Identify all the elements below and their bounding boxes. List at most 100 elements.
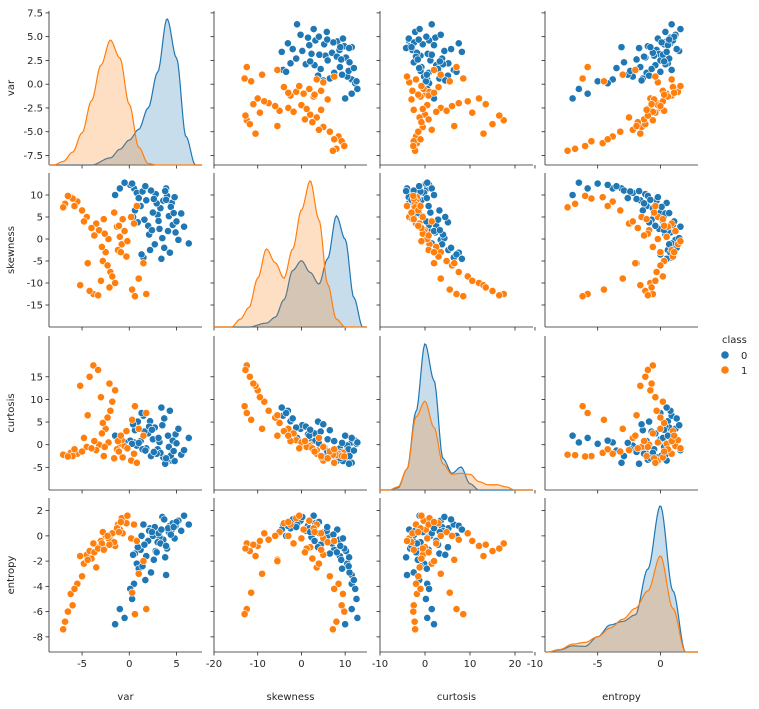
scatter-point-class-0 xyxy=(319,420,328,429)
y-tick-label: -7.5 xyxy=(23,151,43,162)
kde-line-class-0 xyxy=(380,343,533,491)
y-tick-label: 0 xyxy=(37,235,43,246)
x-axis-label-var: var xyxy=(117,692,134,703)
y-tick-label: -6 xyxy=(33,607,43,618)
scatter-point-class-1 xyxy=(495,544,504,553)
scatter-point-class-1 xyxy=(317,529,325,538)
scatter-point-class-1 xyxy=(255,108,264,117)
scatter-point-class-1 xyxy=(411,625,419,634)
scatter-point-class-1 xyxy=(436,70,445,79)
scatter-point-class-1 xyxy=(600,285,608,294)
scatter-point-class-1 xyxy=(616,206,625,215)
panel-entropy-vs-curtosis: -10 0 10 20 xyxy=(372,498,533,670)
scatter-point-class-0 xyxy=(169,209,178,217)
y-tick-label: -5 xyxy=(33,463,43,474)
scatter-point-class-1 xyxy=(273,66,282,74)
scatter-point-class-1 xyxy=(59,625,68,634)
scatter-point-class-1 xyxy=(118,453,127,462)
scatter-point-class-0 xyxy=(172,439,181,448)
scatter-point-class-1 xyxy=(123,444,132,453)
scatter-point-class-0 xyxy=(332,548,341,557)
scatter-point-class-0 xyxy=(148,226,156,235)
scatter-point-class-1 xyxy=(442,528,451,536)
scatter-point-class-1 xyxy=(108,397,117,406)
scatter-point-class-1 xyxy=(127,213,136,221)
scatter-point-class-1 xyxy=(651,276,660,285)
kde-line-class-1 xyxy=(545,555,698,653)
scatter-point-class-0 xyxy=(347,89,356,98)
scatter-point-class-1 xyxy=(448,102,456,110)
scatter-point-class-1 xyxy=(660,221,669,230)
scatter-point-class-1 xyxy=(328,625,337,634)
legend-marker-class-1 xyxy=(720,365,730,375)
scatter-point-class-0 xyxy=(170,457,179,465)
scatter-point-class-0 xyxy=(341,94,350,103)
scatter-point-class-0 xyxy=(447,243,455,252)
scatter-point-class-0 xyxy=(160,414,169,423)
scatter-point-class-1 xyxy=(616,127,625,136)
scatter-point-class-1 xyxy=(325,127,334,136)
scatter-point-class-1 xyxy=(430,248,438,257)
scatter-point-class-1 xyxy=(436,531,445,540)
scatter-point-class-1 xyxy=(116,431,125,440)
scatter-point-class-0 xyxy=(337,555,346,564)
scatter-point-class-0 xyxy=(283,39,292,48)
scatter-point-class-1 xyxy=(640,437,648,445)
scatter-point-class-1 xyxy=(132,458,141,467)
y-tick-label: -2.5 xyxy=(23,103,43,114)
scatter-point-class-0 xyxy=(427,50,436,59)
scatter-point-class-0 xyxy=(415,25,424,33)
scatter-point-class-1 xyxy=(652,268,661,276)
scatter-point-class-1 xyxy=(445,285,454,294)
scatter-point-class-1 xyxy=(407,95,416,104)
kde-fill-class-0 xyxy=(545,506,698,652)
panel-entropy-vs-var: -5 0 5 -8 -6 -4 -2 0 2 xyxy=(33,498,202,670)
scatter-point-class-0 xyxy=(164,227,172,235)
scatter-point-class-1 xyxy=(423,534,432,543)
scatter-point-class-1 xyxy=(409,545,418,554)
scatter-point-class-1 xyxy=(409,142,418,150)
scatter-point-class-1 xyxy=(414,90,423,99)
scatter-point-class-1 xyxy=(253,94,262,103)
scatter-point-class-0 xyxy=(141,182,150,191)
y-tick-label: 2 xyxy=(37,506,43,517)
y-axis-label-skewness: skewness xyxy=(6,226,17,274)
scatter-point-class-1 xyxy=(249,379,258,388)
scatter-point-class-1 xyxy=(603,135,612,144)
scatter-point-class-0 xyxy=(423,178,432,187)
scatter-point-class-0 xyxy=(660,57,669,66)
scatter-point-class-0 xyxy=(322,28,331,36)
scatter-point-class-1 xyxy=(416,584,425,593)
scatter-point-class-0 xyxy=(407,43,416,52)
scatter-point-class-1 xyxy=(647,283,656,292)
scatter-point-class-0 xyxy=(338,70,346,79)
scatter-point-class-0 xyxy=(277,47,286,56)
scatter-point-class-1 xyxy=(641,372,650,381)
scatter-point-class-1 xyxy=(499,539,508,548)
scatter-point-class-0 xyxy=(421,595,430,603)
scatter-point-class-1 xyxy=(273,122,282,130)
scatter-point-class-0 xyxy=(444,543,452,552)
scatter-point-class-0 xyxy=(154,434,163,442)
scatter-point-class-1 xyxy=(330,537,339,545)
scatter-point-class-1 xyxy=(643,366,652,374)
scatter-point-class-1 xyxy=(264,535,273,544)
scatter-point-class-1 xyxy=(571,451,579,460)
scatter-point-class-0 xyxy=(352,595,361,603)
scatter-point-class-1 xyxy=(660,90,669,99)
kde-fill-class-0 xyxy=(380,344,533,490)
panel-curtosis-vs-entropy xyxy=(534,336,698,494)
scatter-point-class-1 xyxy=(658,215,667,224)
scatter-point-class-0 xyxy=(617,43,626,52)
scatter-point-class-1 xyxy=(424,548,433,557)
scatter-point-class-0 xyxy=(435,57,444,66)
scatter-point-class-0 xyxy=(171,228,180,237)
scatter-point-class-1 xyxy=(120,227,129,235)
scatter-point-class-1 xyxy=(99,452,108,460)
scatter-point-class-1 xyxy=(97,243,106,251)
scatter-point-class-0 xyxy=(161,187,170,195)
scatter-point-class-1 xyxy=(315,559,323,568)
scatter-point-class-0 xyxy=(111,191,120,199)
scatter-point-class-0 xyxy=(305,41,314,50)
scatter-point-class-1 xyxy=(78,572,86,581)
